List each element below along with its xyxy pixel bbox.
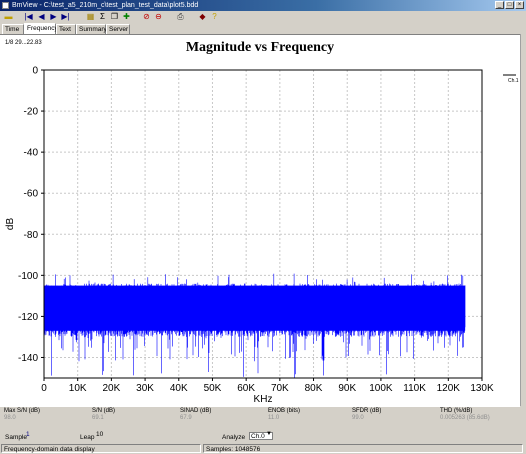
stat-max-sn: Max S/N (dB) 98.0	[4, 408, 41, 421]
plot-frame	[43, 69, 483, 379]
minus-icon[interactable]: ⊖	[155, 12, 162, 21]
noise-spikes	[55, 273, 464, 288]
tab-summary[interactable]: Summary	[76, 24, 107, 34]
analyze-select[interactable]: Ch.0	[249, 432, 273, 440]
corner-label: 1/8 29...22.83	[5, 40, 42, 46]
stat-sfdr: SFDR (dB) 99.0	[352, 408, 382, 421]
tab-frequency[interactable]: Frequency	[24, 23, 58, 34]
book-icon[interactable]: ◆	[199, 12, 206, 21]
help-icon[interactable]: ?	[212, 12, 217, 21]
first-icon[interactable]: |◀	[24, 12, 33, 21]
tab-server[interactable]: Server	[106, 24, 130, 34]
x-tick-label: 0	[41, 383, 47, 394]
x-tick-label: 20K	[102, 383, 120, 394]
export-icon[interactable]: ▦	[86, 12, 95, 21]
y-tick-label: -40	[24, 148, 39, 159]
x-tick-label: 90K	[338, 383, 356, 394]
series-ch1	[43, 273, 466, 378]
analyze-label: Analyze	[222, 434, 246, 441]
chart-title: Magnitude vs Frequency	[186, 40, 334, 55]
sample-spinner[interactable]: 1	[26, 431, 30, 438]
status-samples: Samples: 1048576	[203, 444, 523, 453]
copy-icon[interactable]: ❐	[110, 12, 119, 21]
x-tick-label: 70K	[271, 383, 289, 394]
toolbar: ▬ |◀ ◀ ▶ ▶| ▦ Σ ❐ ✚ ⊘ ⊖ ⎙ ◆ ?	[0, 11, 526, 23]
tab-time[interactable]: Time	[2, 24, 24, 34]
leap-input[interactable]: 10	[96, 431, 104, 438]
x-axis-label: KHz	[254, 394, 273, 405]
controls-row: Sample 1 Leap 10 Analyze Ch.0 ▼	[0, 431, 526, 442]
x-tick-label: 130K	[470, 383, 494, 394]
y-tick-label: -100	[18, 271, 38, 282]
tab-strip: Time Frequency Text Summary Server	[0, 23, 526, 34]
y-tick-label: -80	[24, 230, 39, 241]
status-bar: Frequency-domain data display Samples: 1…	[0, 443, 526, 454]
x-tick-label: 110K	[403, 383, 426, 394]
stat-sinad: SINAD (dB) 67.9	[180, 408, 212, 421]
close-button[interactable]: ×	[515, 1, 524, 9]
y-ticks: 0 -20 -40 -60 -80 -100 -120 -140	[18, 66, 44, 364]
leap-label: Leap	[80, 434, 95, 441]
x-tick-label: 40K	[170, 383, 188, 394]
y-tick-label: -20	[24, 107, 39, 118]
app-icon	[2, 2, 9, 9]
x-tick-label: 60K	[237, 383, 255, 394]
next-icon[interactable]: ▶	[50, 12, 57, 21]
prev-icon[interactable]: ◀	[38, 12, 45, 21]
title-bar: BmView - C:\test_a5_210m_c\test_plan_tes…	[0, 0, 526, 11]
channel-label: Ch.1	[508, 78, 519, 84]
x-tick-label: 80K	[305, 383, 323, 394]
y-axis-label: dB	[5, 218, 16, 231]
x-tick-label: 100K	[369, 383, 393, 394]
maximize-button[interactable]: □	[505, 1, 514, 9]
y-tick-label: -120	[18, 312, 38, 323]
sum-icon[interactable]: Σ	[100, 12, 105, 21]
print-icon[interactable]: ⎙	[177, 12, 184, 21]
status-message: Frequency-domain data display	[1, 444, 201, 453]
stats-row: Max S/N (dB) 98.0 S/N (dB) 69.1 SINAD (dB)…	[0, 408, 526, 430]
chevron-down-icon[interactable]: ▼	[266, 431, 272, 437]
x-tick-label: 10K	[69, 383, 87, 394]
y-tick-label: 0	[32, 66, 38, 77]
open-file-icon[interactable]: ▬	[4, 12, 13, 21]
y-tick-label: -60	[24, 189, 39, 200]
last-icon[interactable]: ▶|	[61, 12, 70, 21]
stat-thd: THD (%/dB) 0.005263 (85.6dB)	[440, 408, 490, 421]
y-tick-label: -140	[18, 353, 38, 364]
stop-icon[interactable]: ⊘	[143, 12, 150, 21]
stat-enob: ENOB (bits) 11.0	[268, 408, 301, 421]
sample-label: Sample	[5, 434, 28, 441]
plot-area: 1/8 29...22.83 Magnitude vs Frequency Ch…	[0, 34, 520, 407]
window-title: BmView - C:\test_a5_210m_c\test_plan_tes…	[12, 2, 199, 9]
stat-sn: S/N (dB) 69.1	[92, 408, 116, 421]
x-tick-label: 30K	[136, 383, 154, 394]
x-tick-label: 120K	[437, 383, 461, 394]
minimize-button[interactable]: _	[495, 1, 504, 9]
tab-text[interactable]: Text	[56, 24, 76, 34]
x-tick-label: 50K	[204, 383, 222, 394]
x-ticks: 0 10K 20K 30K 40K 50K 60K 70K 80K 90K 100K 110K 120K…	[41, 378, 494, 394]
fit-icon[interactable]: ✚	[123, 12, 130, 21]
magnitude-chart: 1/8 29...22.83 Magnitude vs Frequency Ch…	[5, 40, 519, 405]
vertical-scrollbar[interactable]	[520, 34, 526, 406]
